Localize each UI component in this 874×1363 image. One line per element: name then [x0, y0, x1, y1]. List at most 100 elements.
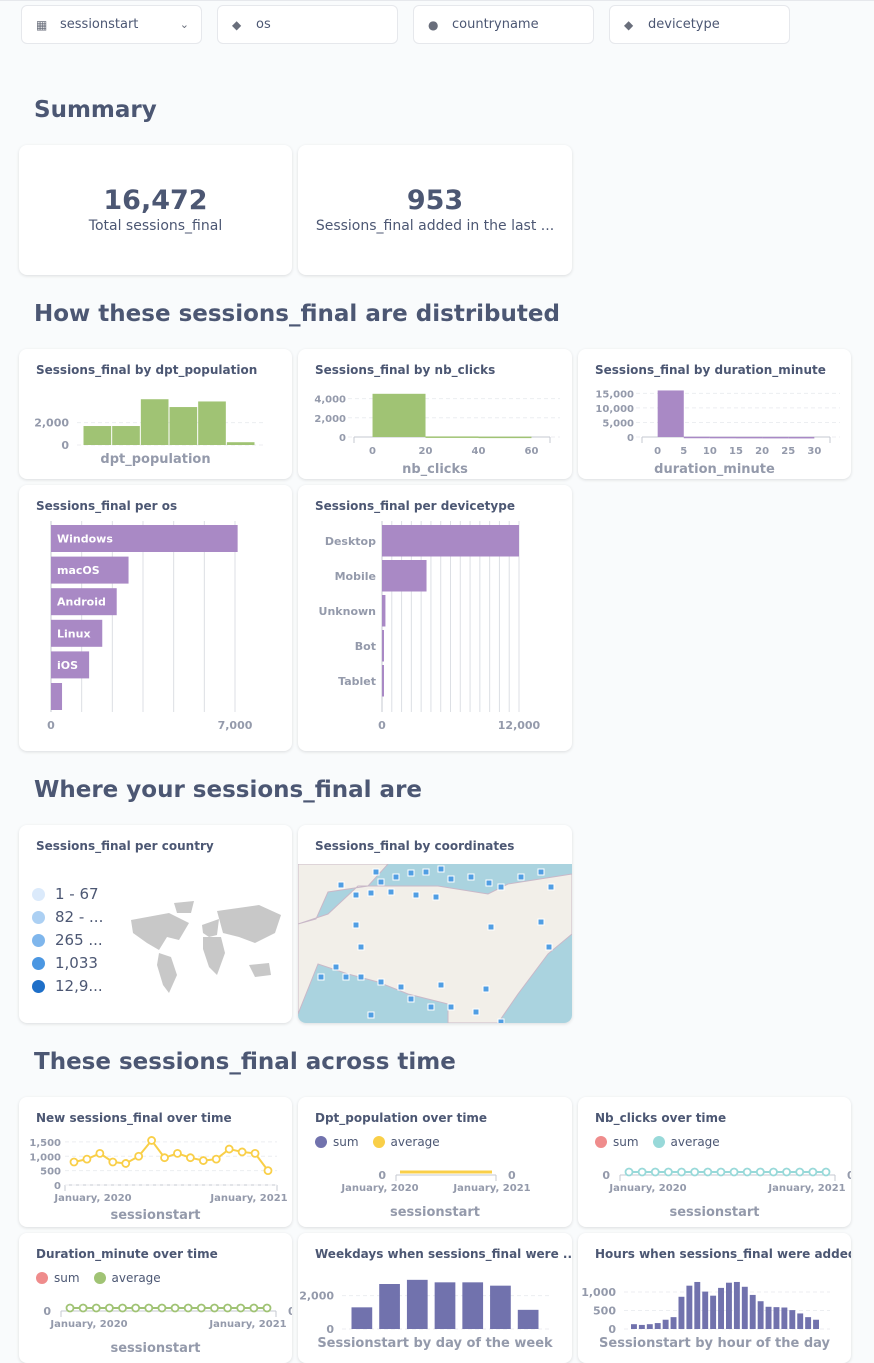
bar[interactable]: [654, 1323, 661, 1329]
bar[interactable]: [805, 1317, 812, 1329]
bar[interactable]: [718, 1287, 724, 1329]
data-point[interactable]: [677, 1167, 686, 1177]
map-marker[interactable]: [482, 985, 490, 993]
chart-card-clicks[interactable]: Sessions_final by nb_clicks 0 2,000 4,000 0 2…: [298, 349, 572, 479]
data-point[interactable]: [144, 1303, 154, 1313]
map-marker[interactable]: [472, 1008, 480, 1016]
data-point[interactable]: [170, 1303, 180, 1313]
bar[interactable]: [226, 442, 255, 445]
chart-card-weekday[interactable]: Weekdays when sessions_final were ... 0 2,…: [298, 1233, 572, 1363]
pin-map[interactable]: [298, 864, 572, 1023]
legend-item[interactable]: sum: [315, 1135, 359, 1149]
bar[interactable]: [478, 436, 532, 439]
legend-item[interactable]: sum: [36, 1271, 80, 1285]
series-line[interactable]: [73, 1138, 269, 1172]
bar[interactable]: [372, 393, 426, 437]
data-point[interactable]: [196, 1303, 206, 1313]
legend-item[interactable]: average: [372, 1135, 440, 1149]
data-point[interactable]: [249, 1303, 259, 1313]
data-point[interactable]: [236, 1303, 246, 1313]
bar[interactable]: [678, 1296, 685, 1329]
data-point[interactable]: [91, 1303, 101, 1313]
bar[interactable]: [694, 1281, 701, 1329]
bar[interactable]: [813, 1319, 819, 1329]
map-marker[interactable]: [437, 865, 445, 873]
data-point[interactable]: [250, 1148, 260, 1158]
map-marker[interactable]: [437, 981, 445, 989]
world-map[interactable]: [19, 825, 292, 1023]
bar[interactable]: [710, 1295, 717, 1329]
map-marker[interactable]: [545, 943, 553, 951]
bar[interactable]: [425, 436, 479, 438]
data-point[interactable]: [118, 1303, 127, 1313]
country-shape[interactable]: [131, 913, 189, 950]
map-marker[interactable]: [467, 873, 475, 881]
map-marker[interactable]: [537, 868, 545, 876]
bar[interactable]: [51, 556, 129, 584]
bar[interactable]: [382, 665, 384, 697]
map-marker[interactable]: [342, 973, 350, 981]
map-marker[interactable]: [487, 923, 495, 931]
map-marker[interactable]: [422, 868, 430, 876]
bar[interactable]: [662, 1319, 669, 1329]
chart-card-dptpop[interactable]: Dpt_population over time sum average 0 0 Janu…: [298, 1097, 572, 1227]
data-point[interactable]: [703, 1167, 713, 1177]
data-point[interactable]: [224, 1144, 234, 1154]
map-marker[interactable]: [352, 921, 360, 929]
bar[interactable]: [789, 1310, 796, 1329]
chart-card-hour[interactable]: Hours when sessions_final were added 0 500…: [578, 1233, 851, 1363]
bar[interactable]: [462, 1282, 484, 1329]
data-point[interactable]: [637, 1167, 647, 1177]
bar[interactable]: [757, 1301, 764, 1329]
bar[interactable]: [51, 683, 63, 710]
data-point[interactable]: [121, 1159, 131, 1168]
bar[interactable]: [51, 525, 238, 552]
bar[interactable]: [140, 399, 169, 445]
data-point[interactable]: [821, 1167, 831, 1177]
chart-card-device[interactable]: Sessions_final per devicetype Desktop Mobi…: [298, 485, 572, 751]
data-point[interactable]: [716, 1167, 726, 1177]
bar[interactable]: [379, 1284, 400, 1329]
bar[interactable]: [736, 436, 763, 439]
data-point[interactable]: [211, 1154, 221, 1164]
map-marker[interactable]: [517, 873, 525, 881]
data-point[interactable]: [769, 1167, 778, 1177]
bar[interactable]: [517, 1309, 539, 1329]
data-point[interactable]: [808, 1167, 818, 1177]
scalar-card-recent[interactable]: 953 Sessions_final added in the last ...: [298, 145, 572, 275]
legend-item[interactable]: average: [652, 1135, 720, 1149]
data-point[interactable]: [198, 1156, 208, 1165]
data-point[interactable]: [729, 1167, 739, 1177]
map-marker[interactable]: [367, 1011, 375, 1019]
bar[interactable]: [765, 1306, 772, 1329]
bar[interactable]: [382, 560, 427, 592]
bar[interactable]: [51, 619, 103, 647]
data-point[interactable]: [624, 1167, 634, 1177]
map-marker[interactable]: [397, 983, 405, 991]
bar[interactable]: [788, 436, 815, 439]
map-marker[interactable]: [337, 881, 345, 889]
country-shape[interactable]: [203, 937, 225, 975]
country-shape[interactable]: [249, 963, 271, 977]
data-point[interactable]: [65, 1303, 75, 1313]
map-marker[interactable]: [377, 878, 385, 886]
bar[interactable]: [670, 1317, 677, 1329]
data-point[interactable]: [134, 1151, 144, 1161]
data-point[interactable]: [157, 1303, 167, 1313]
bar[interactable]: [351, 1307, 373, 1329]
bar[interactable]: [434, 1282, 456, 1329]
bar[interactable]: [709, 436, 736, 439]
data-point[interactable]: [742, 1167, 752, 1177]
map-marker[interactable]: [412, 891, 420, 899]
map-marker[interactable]: [427, 1003, 435, 1011]
bar[interactable]: [702, 1291, 709, 1329]
bar[interactable]: [733, 1281, 740, 1329]
chevron-down-icon[interactable]: ⌄: [179, 18, 189, 31]
chart-card-durtime[interactable]: Duration_minute over time sum average 0 0 Jan…: [19, 1233, 292, 1363]
bar[interactable]: [83, 426, 112, 445]
bar[interactable]: [686, 1285, 693, 1329]
data-point[interactable]: [147, 1136, 157, 1145]
map-marker[interactable]: [387, 888, 395, 896]
data-point[interactable]: [131, 1303, 141, 1313]
map-marker[interactable]: [392, 873, 400, 881]
